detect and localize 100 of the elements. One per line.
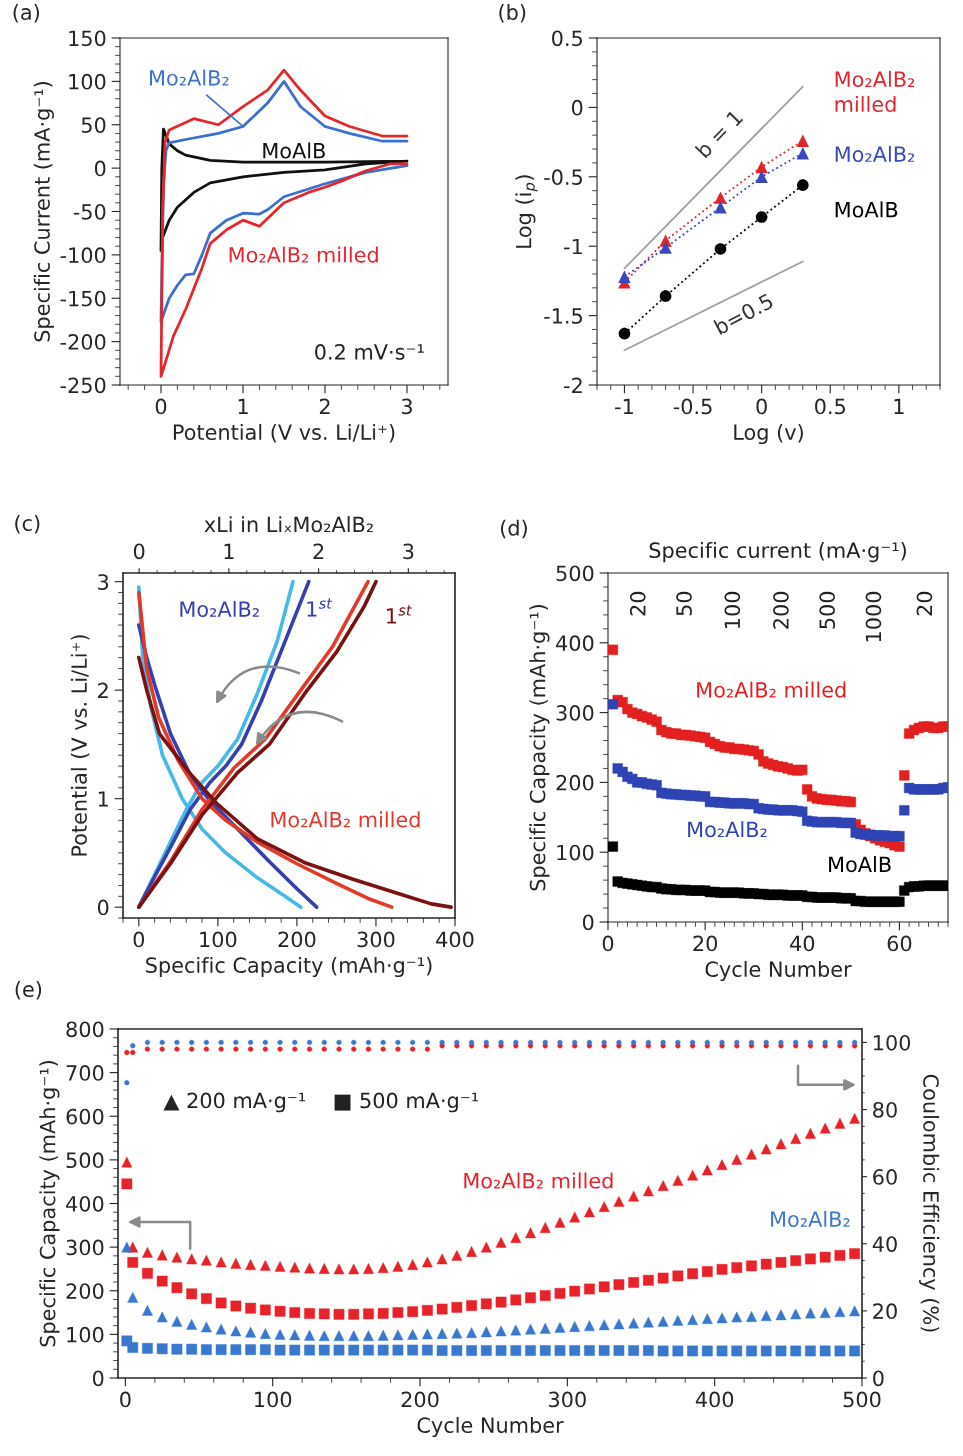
y-tick-label: -2 [564,377,582,393]
series-label: MoAlB [263,142,325,159]
x-tick-label: 0 [120,1391,131,1408]
y-tick-label: 200 [556,774,594,791]
y-tick-label: 1 [98,791,108,807]
x-axis-title: Cycle Number [417,1416,564,1438]
series-label: Mo₂AlB₂ milled [835,70,915,113]
chart-title: (b) [499,3,526,23]
y-tick-label: 400 [556,635,594,652]
point [755,170,768,184]
y-tick-label: 150 [69,30,106,47]
point [659,290,672,302]
x-tick-label: 3 [401,398,412,415]
y2-tick-label: 60 [873,1169,897,1185]
annotation: 20 [629,591,646,616]
x-tick-label: 20 [693,935,718,952]
y-tick-label: 100 [69,73,106,90]
y-tick-label: -250 [60,377,106,394]
x-axis-title: Cycle Number [705,960,852,982]
point [796,179,809,191]
x-tick-label: -0.5 [673,398,712,415]
annotation: 200 [773,591,789,629]
y-tick-label: 0 [582,914,594,931]
point [714,191,727,204]
point [755,160,768,174]
annotation: 1000 [865,591,882,642]
y-axis-title: Potential (V vs. Li/Li⁺) [70,635,90,856]
x-tick-label: 1 [238,398,248,415]
x-tick-label: 100 [200,931,237,948]
x-tick-label: 400 [695,1391,734,1408]
point [422,1305,433,1316]
y-tick-label: 700 [66,1065,104,1081]
y-tick-label: 0 [92,1370,104,1387]
y-axis-title: Specific Current (mA·g⁻¹) [33,82,54,342]
point [618,327,631,340]
y-tick-label: 500 [66,1152,104,1169]
point [714,201,727,214]
y2-tick-label: 40 [872,1236,897,1252]
point [203,1039,210,1046]
annotation: 100 [724,591,741,628]
x2-axis-title: xLi in LiₓMo₂AlB₂ [204,516,373,533]
point [748,1039,755,1046]
x-tick-label: 400 [436,931,474,948]
annotation: 0.2 mV·s⁻¹ [315,344,424,360]
y-tick-label: 0 [571,99,583,116]
annotation: ▲ 200 mA·g⁻¹ [163,1092,306,1113]
y-tick-label: 800 [66,1021,104,1038]
annotation: Mo₂AlB₂ milled [464,1172,613,1189]
x-tick-label: -1 [615,398,633,415]
x-tick-label: 500 [843,1391,881,1408]
text: b = 1 [694,108,744,159]
y-tick-label: 50 [81,117,106,133]
y-axis-title: Specific Capacity (mAh·g⁻¹) [39,1061,60,1347]
chart-title: (e) [15,980,42,1000]
y-tick-label: 0 [94,160,106,177]
x2-tick-label: 3 [403,543,414,560]
point [755,211,768,223]
y-tick-label: 200 [66,1283,104,1299]
annotation: 50 [676,591,692,616]
x-tick-label: 0 [756,398,767,415]
x-axis-title: Specific Capacity (mAh·g⁻¹) [146,956,432,978]
y2-tick-label: 20 [873,1303,897,1320]
y-tick-label: -100 [60,247,106,264]
series-label: MoAlB [829,856,891,873]
annotation: ■ 500 mA·g⁻¹ [334,1092,479,1113]
y-tick-label: 3 [98,574,109,590]
series-label: Mo₂AlB₂ [835,145,915,163]
y-tick-label: 400 [66,1195,104,1212]
series-label: MoAlB [835,201,898,218]
x-tick-label: 300 [357,931,395,948]
y-tick-label: 300 [556,705,594,721]
x-tick-label: 0 [602,935,614,952]
y-tick-label: 2 [98,682,108,699]
y-tick-label: -150 [60,290,106,307]
x2-tick-label: 0 [133,543,145,560]
annotation: Mo₂AlB₂ [771,1210,850,1227]
x-tick-label: 2 [319,398,330,415]
x2-tick-label: 1 [224,543,234,559]
chart-title: (c) [15,514,40,534]
annotation: 20 [916,591,933,616]
series-label: Mo₂AlB₂ [150,69,229,86]
y-axis-title: Specific Capacity (mAh·g⁻¹) [529,605,550,891]
y-tick-label: -200 [60,334,106,350]
chart-title: (d) [500,519,527,539]
point [659,241,672,254]
x-tick-label: 0 [133,931,145,948]
series-label: 1$^{st}$ [387,605,413,624]
y-tick-label: 0.5 [552,30,582,47]
x-tick-label: 100 [255,1391,292,1408]
point [306,1039,313,1046]
y2-axis-title: Coulombic Efficiency (%) [919,1074,940,1332]
series-label: Mo₂AlB₂ milled [229,246,378,263]
series-label: 1$^{st}$ [307,598,333,617]
y2-tick-label: 0 [873,1370,884,1387]
x-tick-label: 60 [887,935,912,952]
x-tick-label: 200 [401,1391,439,1408]
x2-tick-label: 2 [313,543,324,559]
x-tick-label: 0.5 [815,398,845,415]
y-tick-label: 600 [66,1108,104,1125]
point [796,146,810,160]
